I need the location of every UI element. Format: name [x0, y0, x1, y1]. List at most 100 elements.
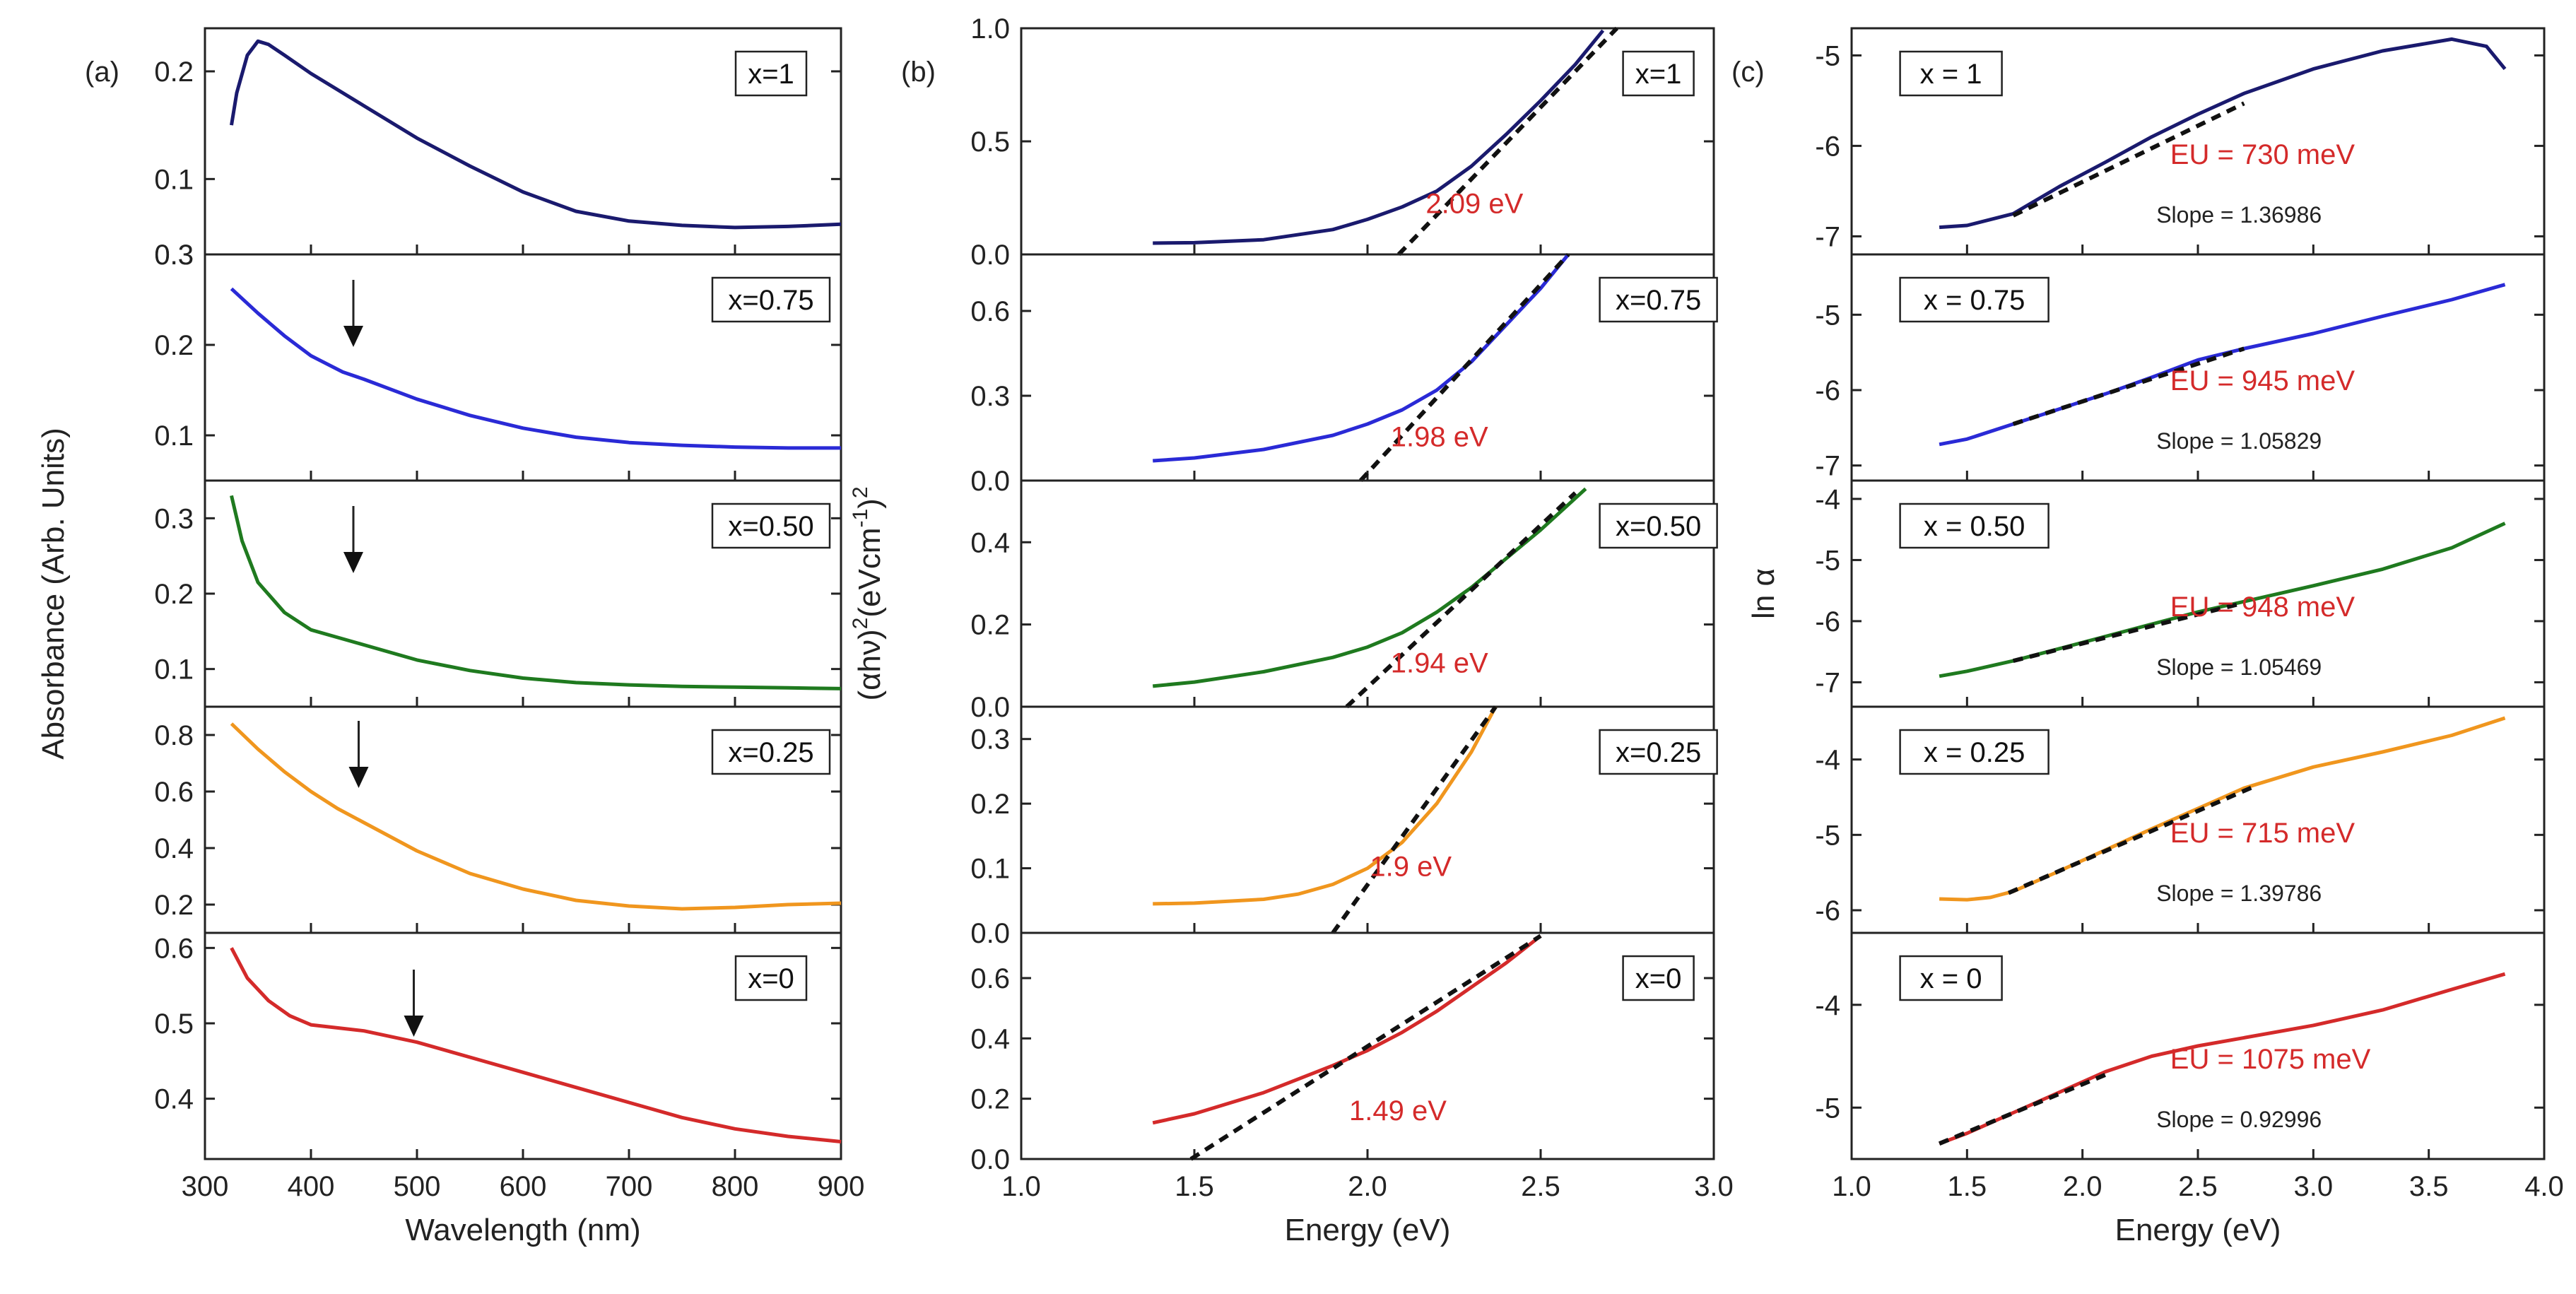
- data-curve: [230, 39, 842, 230]
- y-tick-label: 0.0: [970, 918, 1010, 949]
- subplot-x1: 0.1 0.2 0.3 x=1: [154, 27, 842, 271]
- y-tick-label: 0.4: [970, 1023, 1010, 1054]
- y-tick-label: -7: [1815, 667, 1840, 698]
- y-tick-label: 0.1: [154, 164, 194, 195]
- y-tick-label: 0.2: [154, 330, 194, 361]
- y-tick-label: 0.1: [154, 420, 194, 452]
- fit-line: [1345, 491, 1577, 709]
- x-tick-label: 600: [500, 1171, 547, 1202]
- subplot-x0: 0.4 0.5 0.6 x=0: [154, 931, 842, 1160]
- y-tick-label: -6: [1815, 606, 1840, 637]
- arrow-icon: [343, 552, 363, 573]
- x-axis-title: Wavelength (nm): [405, 1213, 640, 1247]
- y-tick-label: 0.3: [970, 381, 1010, 412]
- data-curve: [230, 947, 842, 1143]
- x-tick-label: 400: [288, 1171, 335, 1202]
- subplot-x1: 0.0 0.5 1.0 x=1 2.09 eV: [970, 13, 1715, 271]
- series-label-box: [1599, 729, 1718, 775]
- data-curve: [1939, 283, 2506, 447]
- series-label: x = 0.25: [1924, 737, 2025, 768]
- y-tick-label: -4: [1815, 745, 1840, 776]
- data-curve: [1152, 934, 1542, 1125]
- x-tick-label: 800: [712, 1171, 759, 1202]
- fit-line: [1189, 934, 1542, 1161]
- y-tick-label: 0.3: [154, 240, 194, 271]
- subplot-x0: -5 -4 x = 0 EU = 1075 meV Slope = 0.92996: [1815, 931, 2546, 1160]
- slope-label: Slope = 0.92996: [2156, 1107, 2322, 1132]
- band-gap-label: 2.09 eV: [1425, 189, 1523, 220]
- series-label-box: [1899, 729, 2049, 775]
- y-tick-label: 0.6: [970, 963, 1010, 994]
- y-tick-label: 0.1: [970, 854, 1010, 885]
- y-tick-label: 0.1: [154, 654, 194, 686]
- series-label: x = 0.50: [1924, 511, 2025, 542]
- series-label-box: [1899, 955, 2003, 1001]
- y-tick-label: -4: [1815, 484, 1840, 515]
- series-label: x = 1: [1920, 59, 1982, 90]
- y-tick-label: -6: [1815, 895, 1840, 927]
- band-gap-label: 1.98 eV: [1391, 422, 1488, 453]
- fit-line: [1358, 252, 1570, 483]
- subplot-x0.75: 0.0 0.3 0.6 x=0.75 1.98 eV: [970, 252, 1718, 497]
- y-tick-label: 0.4: [970, 527, 1010, 558]
- series-label: x=0.75: [728, 285, 813, 316]
- y-tick-label: 0.2: [154, 57, 194, 88]
- y-tick-label: 0.8: [154, 720, 194, 751]
- y-tick-label: 0.0: [970, 692, 1010, 723]
- x-tick-label: 3.5: [2409, 1171, 2449, 1202]
- series-label: x=0.75: [1616, 285, 1701, 316]
- data-curve: [1939, 522, 2506, 678]
- band-gap-label: 1.49 eV: [1349, 1095, 1447, 1127]
- band-gap-label: 1.9 eV: [1370, 852, 1452, 883]
- subplot-x0: 0.0 0.2 0.4 0.6 x=0 1.49 eV: [970, 931, 1715, 1175]
- series-label-box: [1599, 276, 1718, 323]
- slope-label: Slope = 1.05469: [2156, 654, 2322, 680]
- band-gap-label: 1.94 eV: [1391, 648, 1488, 679]
- fit-line: [1331, 705, 1498, 934]
- fit-line: [2012, 601, 2245, 664]
- y-tick-label: 0.3: [154, 240, 194, 271]
- y-axis-title: Absorbance (Arb. Units): [36, 428, 71, 760]
- x-tick-label: 1.5: [1948, 1171, 1987, 1202]
- y-tick-label: 0.0: [970, 240, 1010, 271]
- x-tick-label: 300: [182, 1171, 229, 1202]
- y-tick-label: 0.0: [970, 1144, 1010, 1175]
- urbach-energy-label: EU = 715 meV: [2170, 818, 2356, 849]
- panel-b: (b)0.00.51.0x=12.09 eV0.00.30.6 x=0.751.9…: [849, 13, 1734, 1247]
- series-label-box: [734, 955, 808, 1001]
- y-tick-label: 0.3: [970, 724, 1010, 755]
- series-label: x=0.25: [1616, 737, 1701, 768]
- y-tick-label: 0.5: [970, 127, 1010, 158]
- x-axis-title: Energy (eV): [1285, 1213, 1451, 1247]
- x-tick-label: 3.0: [2294, 1171, 2334, 1202]
- arrow-icon: [348, 767, 369, 788]
- y-tick-label: 0.4: [154, 1084, 194, 1115]
- urbach-energy-label: EU = 948 meV: [2170, 592, 2356, 623]
- arrow-icon: [404, 1016, 424, 1037]
- y-tick-label: 0.6: [154, 933, 194, 964]
- series-label: x = 0.75: [1924, 285, 2025, 316]
- x-tick-label: 900: [818, 1171, 865, 1202]
- series-label-box: [711, 276, 831, 323]
- y-tick-label: -6: [1815, 131, 1840, 162]
- slope-label: Slope = 1.39786: [2156, 881, 2322, 906]
- data-curve: [1152, 487, 1587, 688]
- fit-line: [1396, 26, 1618, 257]
- x-tick-label: 2.0: [1348, 1171, 1387, 1202]
- y-tick-label: -7: [1815, 451, 1840, 482]
- x-tick-label: 2.0: [2063, 1171, 2102, 1202]
- urbach-energy-label: EU = 945 meV: [2170, 365, 2356, 396]
- subplot-x1: -7 -6 -5 x = 1 EU = 730 meV Slope = 1.36986: [1815, 27, 2546, 256]
- panel-letter: (a): [85, 57, 119, 88]
- subplot-x0.50: 0.1 0.2 0.3 x=0.50: [154, 479, 842, 708]
- subplot-x0.50: -7 -6 -5 -4 x = 0.50 EU = 948 meV Slope = 1.05…: [1815, 479, 2546, 708]
- subplot-x0.25: 0.2 0.4 0.6 0.8 x=0.25: [154, 705, 842, 934]
- series-label-box: [711, 729, 831, 775]
- y-tick-label: 0.6: [970, 296, 1010, 327]
- x-tick-label: 1.0: [1832, 1171, 1871, 1202]
- fit-line: [2007, 784, 2257, 895]
- panel-a: (a)0.10.20.3x=10.10.20.3x=0.750.10.20.3 x…: [36, 27, 865, 1247]
- x-tick-label: 3.0: [1694, 1171, 1734, 1202]
- series-label: x=0: [1635, 963, 1682, 994]
- series-label: x=1: [748, 59, 794, 90]
